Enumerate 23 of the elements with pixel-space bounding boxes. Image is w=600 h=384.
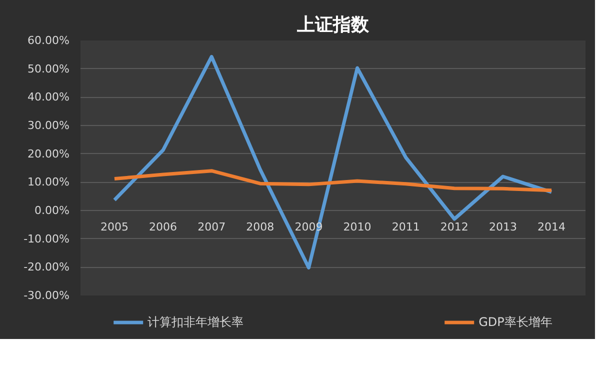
x-tick-label: 2013 [488, 220, 517, 234]
x-tick-label: 2012 [440, 220, 468, 234]
x-tick-label: 2011 [392, 220, 420, 234]
x-tick-label: 2008 [246, 220, 274, 234]
chart-title: 上证指数 [296, 14, 370, 36]
y-tick-label: 20.00% [28, 147, 70, 160]
x-tick-label: 2014 [538, 220, 566, 234]
y-tick-label: 50.00% [28, 62, 70, 76]
x-tick-label: 2006 [149, 220, 178, 234]
y-tick-label: 60.00% [28, 34, 70, 47]
y-tick-label: 30.00% [28, 119, 70, 132]
x-tick-label: 2007 [198, 220, 226, 234]
legend-label: GDP率长增年 [478, 314, 552, 330]
legend-label: 计算扣非年增长率 [148, 314, 244, 330]
x-tick-label: 2005 [100, 220, 128, 234]
x-tick-label: 2010 [343, 220, 372, 234]
y-tick-label: 0.00% [34, 204, 70, 217]
y-tick-label: -20.00% [24, 260, 70, 274]
y-tick-label: -30.00% [24, 289, 70, 302]
y-tick-label: 10.00% [28, 176, 70, 189]
y-tick-label: -10.00% [24, 232, 70, 246]
y-tick-label: 40.00% [28, 90, 70, 104]
line-series [112, 169, 554, 192]
